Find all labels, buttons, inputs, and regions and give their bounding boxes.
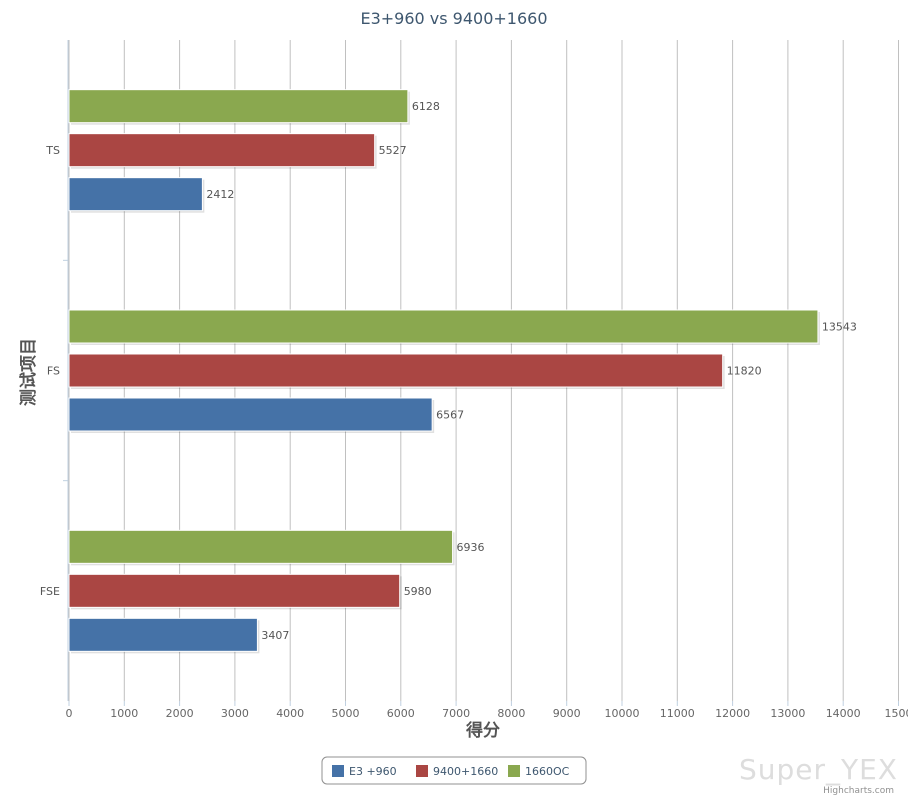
chart-title: E3+960 vs 9400+1660	[360, 9, 547, 28]
bars	[68, 89, 820, 654]
legend-swatch	[332, 765, 344, 777]
data-label: 5527	[379, 144, 407, 157]
x-tick-label: 3000	[221, 707, 249, 720]
x-tick-label: 6000	[387, 707, 415, 720]
x-tick-label: 7000	[442, 707, 470, 720]
bar	[68, 573, 401, 608]
data-label: 6567	[436, 409, 464, 422]
data-labels: 6128 5527 2412 13543 11820 6567 6936 5980 3407	[206, 100, 857, 642]
watermark: Super_YEX	[738, 753, 898, 786]
x-tick-label: 13000	[770, 707, 805, 720]
bar	[68, 353, 724, 388]
x-tick-label: 8000	[497, 707, 525, 720]
bar	[68, 397, 433, 432]
data-label: 3407	[261, 629, 289, 642]
legend-item-label: 9400+1660	[433, 765, 498, 778]
data-label: 13543	[822, 321, 857, 334]
y-category-label: FS	[47, 365, 60, 378]
axes: 0 1000 2000 3000 4000 5000 6000 7000 8000 9000 100…	[40, 40, 908, 720]
data-label: 5980	[404, 585, 432, 598]
y-axis-title: 测试项目	[18, 338, 39, 406]
x-tick-label: 11000	[660, 707, 695, 720]
x-tick-label: 9000	[553, 707, 581, 720]
data-label: 11820	[727, 365, 762, 378]
legend-item-label: E3 +960	[349, 765, 397, 778]
bar	[68, 617, 258, 652]
x-tick-label: 10000	[605, 707, 640, 720]
x-tick-label: 14000	[826, 707, 861, 720]
bar	[68, 177, 203, 212]
x-tick-label: 0	[66, 707, 73, 720]
bar	[68, 309, 819, 344]
x-tick-label: 1000	[110, 707, 138, 720]
legend-item-label: 1660OC	[525, 765, 570, 778]
legend-box	[321, 756, 587, 785]
legend: E3 +960 9400+1660 1660OC	[321, 756, 587, 785]
x-tick-label: 2000	[166, 707, 194, 720]
x-tick-label: 4000	[276, 707, 304, 720]
x-tick-label: 5000	[332, 707, 360, 720]
data-label: 2412	[206, 188, 234, 201]
bar	[68, 133, 376, 168]
y-category-label: FSE	[40, 585, 60, 598]
legend-swatch	[508, 765, 520, 777]
data-label: 6128	[412, 100, 440, 113]
data-label: 6936	[457, 541, 485, 554]
x-tick-label: 12000	[715, 707, 750, 720]
y-category-label: TS	[45, 144, 60, 157]
bar	[68, 529, 454, 564]
x-tick-label: 1500	[885, 707, 908, 720]
x-axis-title: 得分	[465, 720, 500, 741]
credits-link[interactable]: Highcharts.com	[823, 786, 894, 796]
legend-swatch	[416, 765, 428, 777]
bar	[68, 89, 409, 124]
